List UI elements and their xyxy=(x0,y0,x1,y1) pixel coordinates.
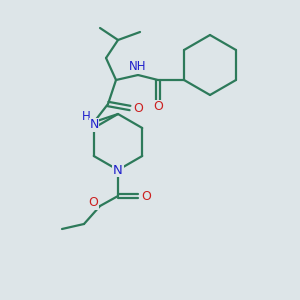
Text: O: O xyxy=(133,101,143,115)
Text: O: O xyxy=(141,190,151,202)
Text: N: N xyxy=(113,164,123,176)
Text: NH: NH xyxy=(129,61,147,74)
Text: O: O xyxy=(88,196,98,209)
Text: H: H xyxy=(82,110,90,124)
Text: O: O xyxy=(153,100,163,113)
Text: N: N xyxy=(89,118,99,131)
